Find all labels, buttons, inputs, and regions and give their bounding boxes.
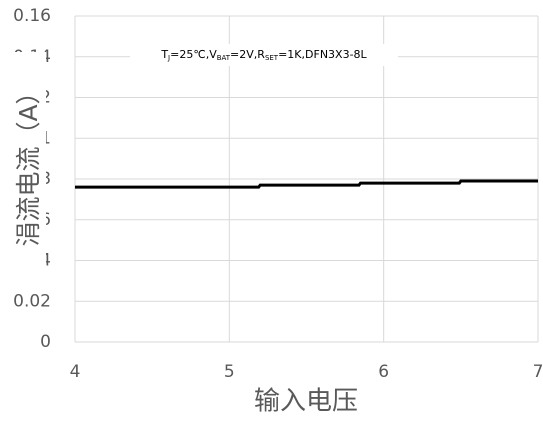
x-tick-label: 7 xyxy=(533,362,543,382)
annotation: TJ=25℃,VBAT=2V,RSET=1K,DFN3X3-8L xyxy=(160,48,367,62)
line xyxy=(75,179,538,189)
annotation-part: J xyxy=(167,54,170,62)
annotation-part: =25℃,V xyxy=(170,48,217,61)
y-axis-label: 涓流电流（A） xyxy=(14,79,43,246)
y-tick-label: 0 xyxy=(40,332,51,352)
y-label-box xyxy=(12,52,46,274)
x-tick-label: 6 xyxy=(378,362,389,382)
annotation-part: =2V,R xyxy=(230,48,265,61)
y-tick-label: 0.16 xyxy=(13,6,51,26)
annotation-part: =1K,DFN3X3-8L xyxy=(278,48,367,61)
grid xyxy=(74,15,539,343)
annotation-part: SET xyxy=(265,54,279,62)
x-tick-label: 4 xyxy=(70,362,81,382)
plot xyxy=(75,179,538,189)
x-axis-label: 输入电压 xyxy=(254,387,358,417)
annotation-box xyxy=(130,44,398,66)
annotation-part: BAT xyxy=(217,54,231,62)
annotation-part: T xyxy=(160,48,168,61)
y-tick-label: 0.02 xyxy=(13,291,51,311)
x-tick-label: 5 xyxy=(224,362,235,382)
